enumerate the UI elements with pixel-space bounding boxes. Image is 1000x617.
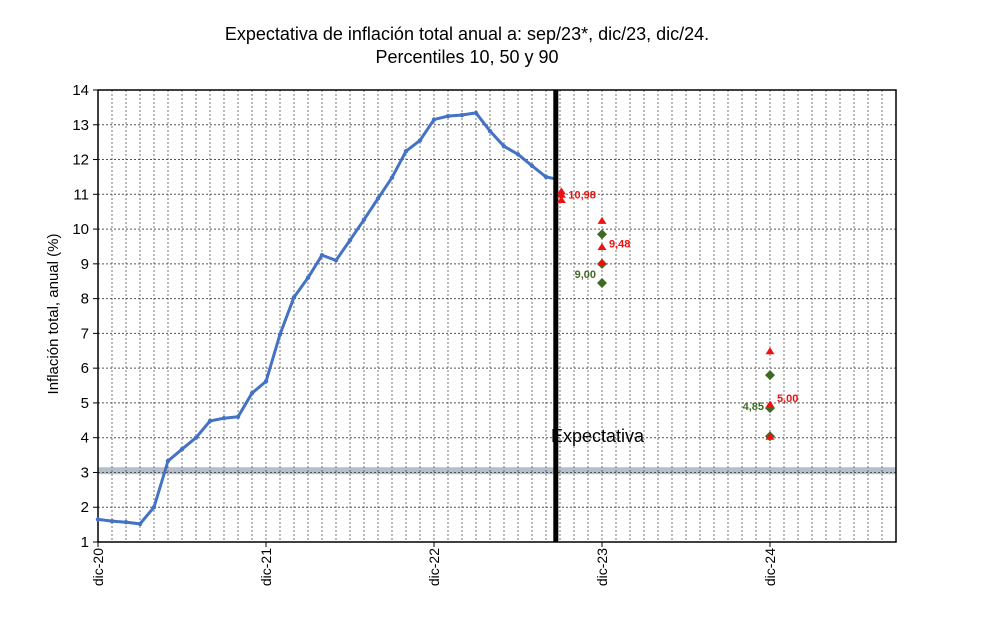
inflation-point <box>487 128 493 134</box>
y-tick-label: 11 <box>73 186 89 203</box>
y-tick-label: 2 <box>81 499 89 516</box>
green-p10-marker <box>597 277 607 288</box>
y-tick-label: 13 <box>72 117 89 134</box>
inflation-point <box>431 117 437 122</box>
inflation-point <box>319 252 325 258</box>
y-axis-label: Inflación total, anual (%) <box>45 234 62 395</box>
y-tick-label: 1 <box>81 534 89 551</box>
green-value-label: 9,00 <box>575 269 596 281</box>
plot-frame <box>97 89 897 543</box>
x-tick-label: dic-23 <box>594 548 610 586</box>
y-tick-label: 12 <box>72 152 89 169</box>
markers-layer: 10,98 9,48 9,00 5,00 4,85 <box>556 187 798 442</box>
inflation-point <box>193 435 199 440</box>
x-tick-label: dic-24 <box>762 548 778 586</box>
inflation-point <box>361 217 367 222</box>
y-tick-label: 8 <box>81 291 89 308</box>
green-p90-marker <box>597 229 607 240</box>
inflation-point <box>333 258 339 263</box>
inflation-point <box>179 446 185 452</box>
inflation-point <box>347 238 353 243</box>
inflation-point <box>543 174 549 180</box>
y-tick-label: 4 <box>81 430 89 447</box>
inflation-point <box>291 295 297 300</box>
inflation-point <box>445 113 451 119</box>
inflation-point <box>277 332 283 337</box>
inflation-point <box>501 144 507 149</box>
inflation-point <box>249 390 255 396</box>
red-value-label: 9,48 <box>609 238 630 250</box>
inflation-point <box>375 196 381 201</box>
inflation-point <box>221 416 227 421</box>
y-tick-label: 6 <box>81 360 89 377</box>
red-expectation-marker <box>556 187 566 195</box>
red-value-label: 10,98 <box>568 189 596 201</box>
series-layer <box>95 110 558 527</box>
inflation-point <box>137 521 143 527</box>
green-p90-marker <box>765 370 775 381</box>
inflation-point <box>417 138 423 143</box>
inflation-series-line <box>97 111 557 526</box>
red-expectation-marker <box>765 400 775 408</box>
y-tick-label: 7 <box>81 325 89 342</box>
inflation-point <box>403 148 409 154</box>
gridlines-layer <box>98 90 896 542</box>
x-tick-label: dic-20 <box>90 548 106 586</box>
inflation-point <box>95 517 101 522</box>
red-expectation-marker <box>597 242 607 250</box>
expectativa-annotation: Expectativa <box>551 426 645 446</box>
x-tick-label: dic-21 <box>258 548 274 586</box>
inflation-point <box>165 458 171 464</box>
inflation-point <box>459 112 465 118</box>
y-tick-label: 3 <box>81 464 89 481</box>
y-tick-label: 9 <box>81 256 89 273</box>
inflation-point <box>305 275 311 280</box>
target-band-layer <box>98 467 896 475</box>
red-expectation-marker <box>556 196 566 204</box>
red-expectation-marker <box>597 216 607 224</box>
inflation-point <box>263 379 269 384</box>
chart-subtitle: Percentiles 10, 50 y 90 <box>375 47 558 67</box>
y-tick-label: 10 <box>72 221 89 238</box>
red-expectation-marker <box>765 432 775 440</box>
inflation-point <box>389 175 395 180</box>
inflation-point <box>123 519 129 525</box>
red-expectation-marker <box>597 258 607 266</box>
x-tick-label: dic-22 <box>426 548 442 586</box>
y-tick-label: 14 <box>72 82 89 99</box>
inflation-point <box>515 152 521 157</box>
green-value-label: 4,85 <box>743 401 764 413</box>
y-tick-label: 5 <box>81 395 89 412</box>
inflation-point <box>529 163 535 168</box>
inflation-point <box>207 418 213 424</box>
red-expectation-marker <box>765 347 775 355</box>
inflation-point <box>151 505 157 510</box>
inflation-point <box>235 414 241 420</box>
target-band <box>98 467 896 475</box>
red-value-label: 5,00 <box>777 393 798 405</box>
inflation-point <box>109 518 115 524</box>
chart-title: Expectativa de inflación total anual a: … <box>225 24 709 44</box>
inflation-point <box>473 110 479 116</box>
